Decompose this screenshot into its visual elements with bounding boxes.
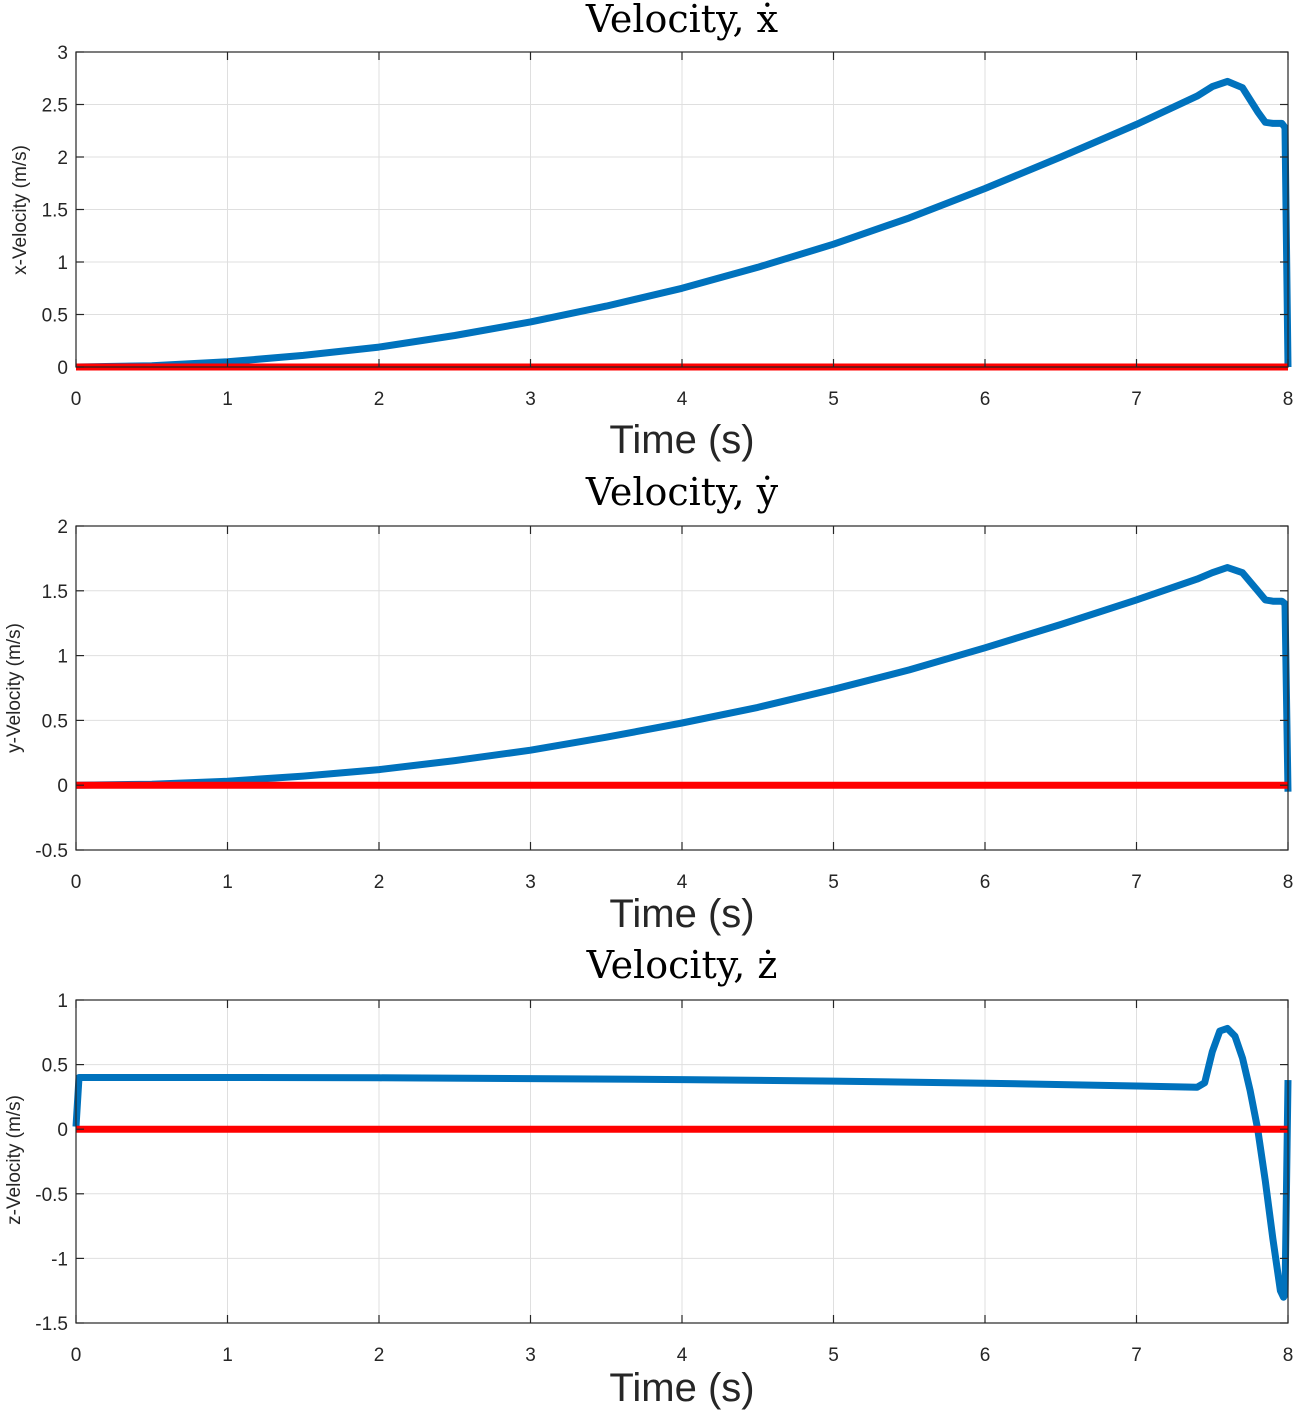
x-velocity-ytick-label-1: 0.5 xyxy=(42,306,68,327)
z-velocity-ytick-label-0: -1.5 xyxy=(35,1314,68,1335)
x-velocity-ytick-label-2: 1 xyxy=(57,253,68,274)
z-velocity-ytick-label-3: 0 xyxy=(57,1120,68,1141)
x-velocity-xtick-label-5: 5 xyxy=(828,389,839,410)
y-velocity-panel: Velocity, ẏ y-Velocity (m/s) Time (s) 0 1… xyxy=(4,470,1293,936)
y-velocity-xtick-label-4: 4 xyxy=(677,872,688,893)
y-velocity-ytick-label-2: 0.5 xyxy=(42,711,68,732)
y-velocity-xtick-label-2: 2 xyxy=(374,872,385,893)
y-velocity-xtick-label-7: 7 xyxy=(1131,872,1142,893)
z-velocity-xtick-label-4: 4 xyxy=(677,1345,688,1366)
y-velocity-title: Velocity, ẏ xyxy=(585,470,779,514)
y-velocity-ytick-label-1: 0 xyxy=(57,776,68,797)
y-velocity-xtick-label-1: 1 xyxy=(222,872,233,893)
x-velocity-xtick-label-6: 6 xyxy=(980,389,991,410)
x-velocity-xtick-label-1: 1 xyxy=(222,389,233,410)
y-velocity-ytick-label-5: 2 xyxy=(57,517,68,538)
z-velocity-xtick-label-7: 7 xyxy=(1131,1345,1142,1366)
z-velocity-xtick-label-0: 0 xyxy=(71,1345,82,1366)
x-velocity-ytick-label-4: 2 xyxy=(57,148,68,169)
z-velocity-xtick-label-2: 2 xyxy=(374,1345,385,1366)
x-velocity-xlabel: Time (s) xyxy=(609,418,754,462)
z-velocity-ytick-label-1: -1 xyxy=(51,1249,68,1270)
x-velocity-ytick-label-0: 0 xyxy=(57,358,68,379)
y-velocity-xtick-label-8: 8 xyxy=(1283,872,1294,893)
z-velocity-xlabel: Time (s) xyxy=(609,1366,754,1410)
z-velocity-xtick-label-1: 1 xyxy=(222,1345,233,1366)
x-velocity-title: Velocity, ẋ xyxy=(585,0,778,41)
x-velocity-ytick-label-5: 2.5 xyxy=(42,96,68,117)
x-velocity-xtick-label-4: 4 xyxy=(677,389,688,410)
x-velocity-xtick-label-7: 7 xyxy=(1131,389,1142,410)
z-velocity-ytick-label-5: 1 xyxy=(57,991,68,1012)
y-velocity-xtick-label-0: 0 xyxy=(71,872,82,893)
y-velocity-ytick-label-0: -0.5 xyxy=(35,841,68,862)
z-velocity-xtick-label-5: 5 xyxy=(828,1345,839,1366)
z-velocity-measured-line xyxy=(72,1024,1292,1301)
x-velocity-panel: Velocity, ẋ x-Velocity (m/s) Time (s) 0 1… xyxy=(10,0,1293,462)
z-velocity-panel: Velocity, ż z-Velocity (m/s) Time (s) 0 1… xyxy=(4,943,1293,1410)
z-velocity-ylabel: z-Velocity (m/s) xyxy=(4,1095,25,1225)
x-velocity-ytick-label-6: 3 xyxy=(57,43,68,64)
x-velocity-xtick-label-2: 2 xyxy=(374,389,385,410)
x-velocity-xtick-label-8: 8 xyxy=(1283,389,1294,410)
y-velocity-xtick-label-6: 6 xyxy=(980,872,991,893)
y-velocity-ytick-label-4: 1.5 xyxy=(42,582,68,603)
x-velocity-xtick-label-0: 0 xyxy=(71,389,82,410)
y-velocity-ytick-label-3: 1 xyxy=(57,647,68,668)
z-velocity-title: Velocity, ż xyxy=(586,943,778,987)
y-velocity-measured-line xyxy=(75,564,1292,792)
z-velocity-xtick-label-3: 3 xyxy=(525,1345,536,1366)
z-velocity-xtick-label-6: 6 xyxy=(980,1345,991,1366)
z-velocity-ytick-label-4: 0.5 xyxy=(42,1056,68,1077)
z-velocity-ytick-label-2: -0.5 xyxy=(35,1185,68,1206)
x-velocity-ylabel: x-Velocity (m/s) xyxy=(10,145,31,275)
x-velocity-xtick-label-3: 3 xyxy=(525,389,536,410)
x-velocity-ytick-label-3: 1.5 xyxy=(42,201,68,222)
x-velocity-measured-line xyxy=(75,77,1292,371)
y-velocity-ylabel: y-Velocity (m/s) xyxy=(4,623,25,753)
y-velocity-xlabel: Time (s) xyxy=(609,892,754,936)
y-velocity-xtick-label-5: 5 xyxy=(828,872,839,893)
z-velocity-xtick-label-8: 8 xyxy=(1283,1345,1294,1366)
y-velocity-xtick-label-3: 3 xyxy=(525,872,536,893)
